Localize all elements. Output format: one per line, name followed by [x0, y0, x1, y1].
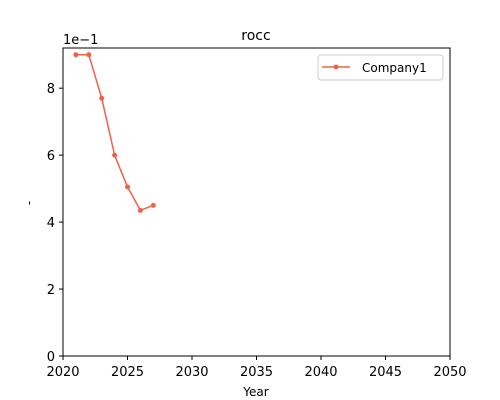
data-point: [99, 95, 105, 101]
series-line: [75, 53, 154, 212]
y-tick-label: 4: [47, 216, 55, 231]
x-axis-label: Year: [242, 385, 268, 399]
data-point: [112, 152, 118, 158]
y-tick-label: 8: [47, 82, 55, 97]
y-tick-label: 0: [47, 350, 55, 365]
x-tick-label: 2045: [369, 365, 402, 380]
data-point: [125, 184, 130, 190]
data-point: [150, 202, 156, 208]
legend-label: Company1: [362, 61, 427, 75]
y-offset-label: 1e−1: [63, 33, 98, 48]
legend-marker: [333, 64, 339, 70]
x-tick-label: 2025: [111, 365, 144, 380]
x-tick-label: 2020: [46, 365, 79, 380]
chart-title: rocc: [241, 28, 270, 44]
data-point: [73, 52, 79, 58]
data-point: [86, 52, 92, 58]
x-tick-label: 2040: [304, 365, 337, 380]
x-tick-label: 2030: [175, 365, 208, 380]
y-tick-label: 6: [47, 149, 55, 164]
legend-box: [317, 54, 444, 81]
y-tick-label: 2: [47, 283, 55, 298]
plot-area: 2020 2025 2030 2035 2040 2045 2050 0 2 4 6 8: [46, 47, 467, 380]
x-tick-label: 2035: [240, 365, 273, 380]
data-point: [137, 207, 143, 213]
y-axis-label: -: [22, 201, 36, 205]
x-tick-label: 2050: [433, 365, 466, 380]
legend: Company1: [317, 54, 444, 81]
plot-frame: [62, 47, 451, 357]
